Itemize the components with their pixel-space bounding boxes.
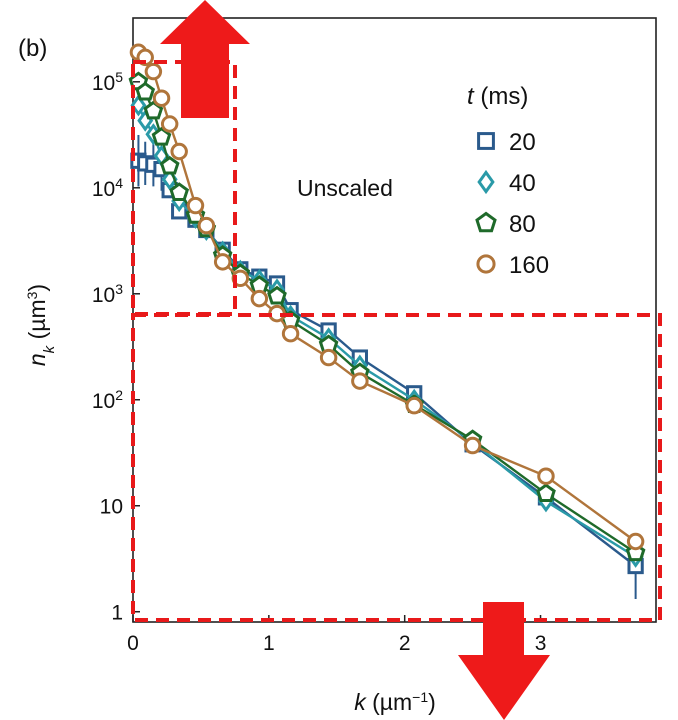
y-tick-label: 105 (92, 69, 123, 95)
data-point-80 (536, 483, 556, 502)
data-point-160 (213, 253, 232, 271)
data-point-160 (537, 467, 555, 485)
data-point-160 (152, 89, 171, 107)
series-40 (130, 94, 644, 568)
y-tick-label: 1 (111, 602, 123, 625)
up-arrow-icon (160, 0, 250, 118)
y-tick-label: 103 (92, 281, 123, 307)
data-point-160 (281, 324, 300, 343)
series-line-160 (137, 51, 637, 543)
legend-label-80: 80 (509, 211, 536, 238)
x-tick-label: 2 (399, 632, 411, 655)
x-tick-label: 0 (127, 632, 139, 655)
data-point-80 (267, 285, 287, 305)
data-point-160 (197, 216, 216, 235)
data-point-80 (143, 100, 164, 120)
legend-title: t (ms) (467, 83, 528, 110)
legend-marker-80 (475, 211, 497, 233)
series-20 (130, 134, 644, 600)
data-point-160 (405, 396, 423, 415)
legend-entry-20: 20 (477, 129, 536, 156)
y-tick-label: 102 (92, 387, 123, 413)
data-point-40 (130, 94, 147, 117)
x-tick-label: 1 (263, 632, 275, 655)
data-point-160 (351, 372, 369, 390)
legend-marker-20 (477, 132, 495, 150)
series-160 (129, 43, 645, 551)
series-line-80 (137, 81, 637, 554)
series-layer (128, 43, 646, 600)
legend-entry-40: 40 (477, 169, 536, 197)
x-tick-label: 3 (535, 632, 547, 655)
legend-label-160: 160 (509, 252, 549, 279)
legend-entry-160: 160 (476, 252, 549, 279)
data-point-160 (170, 142, 188, 161)
data-point-160 (160, 115, 179, 133)
legend-entry-80: 80 (475, 211, 536, 238)
annotation-unscaled: Unscaled (297, 175, 393, 201)
highlight-box-high-k (131, 313, 662, 622)
legend-marker-160 (476, 254, 496, 274)
legend-label-20: 20 (509, 129, 536, 156)
y-tick-label: 104 (92, 175, 123, 201)
data-point-160 (144, 62, 163, 81)
data-point-80 (169, 182, 190, 201)
data-point-160 (463, 436, 482, 455)
data-point-80 (151, 126, 172, 146)
data-point-160 (250, 289, 269, 308)
data-point-80 (135, 81, 156, 101)
x-axis-label: k (µm−1) (354, 689, 436, 715)
data-point-160 (626, 532, 645, 551)
y-axis-label: nk (µm3) (24, 284, 58, 366)
legend-label-40: 40 (509, 170, 536, 197)
data-point-160 (186, 196, 205, 215)
series-line-40 (137, 104, 637, 558)
y-tick-label: 10 (100, 496, 123, 519)
legend: t (ms) 20 40 80 160 (467, 83, 549, 279)
panel-label: (b) (18, 35, 47, 62)
data-point-160 (319, 348, 338, 367)
data-point-80 (159, 155, 180, 175)
legend-marker-40 (477, 169, 495, 195)
down-arrow-icon (458, 602, 550, 720)
